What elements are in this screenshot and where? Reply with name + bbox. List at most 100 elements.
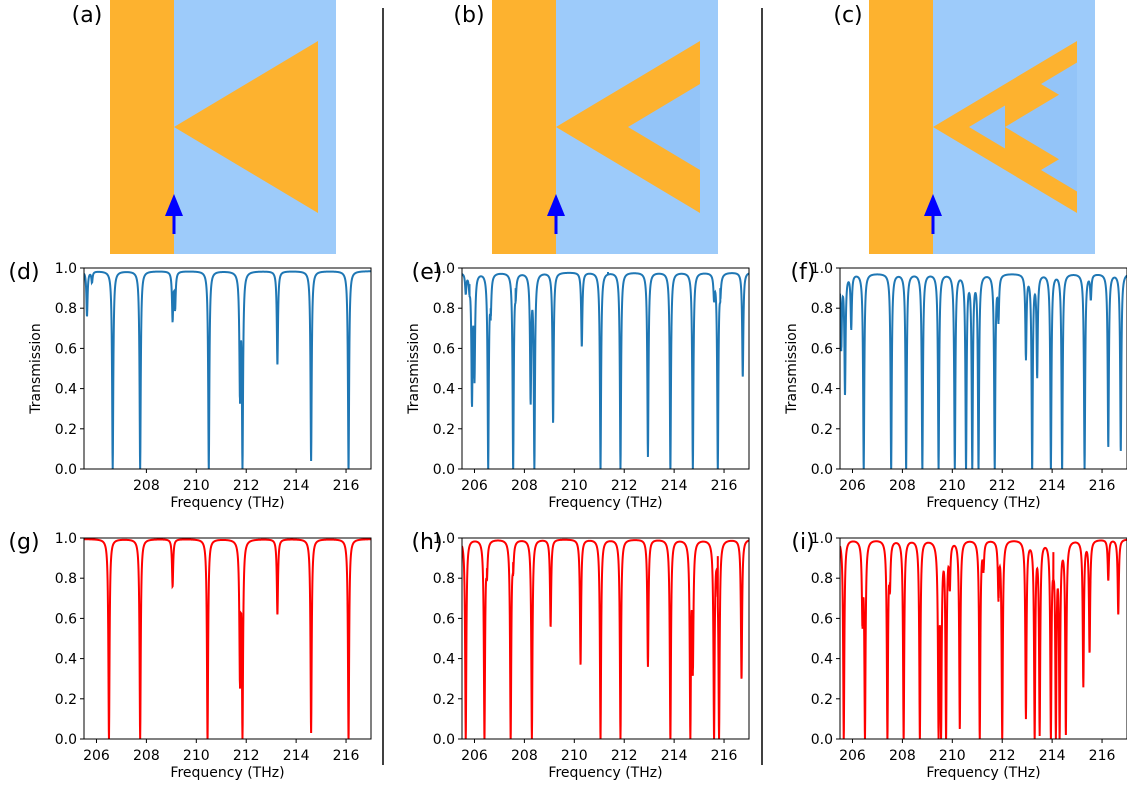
y-tick-label: 0.4 (433, 382, 455, 398)
y-axis-label: Transmission (28, 323, 44, 414)
transmission-curve (462, 271, 749, 470)
y-tick-label: 0.4 (811, 382, 833, 398)
plot-frame (461, 537, 750, 740)
y-tick-label: 0.8 (433, 571, 455, 587)
y-tick-label: 0.0 (55, 462, 77, 478)
transmission-curve (840, 538, 1127, 740)
x-axis-label: Frequency (THz) (926, 495, 1040, 511)
x-tick-label: 212 (989, 478, 1016, 494)
schematic-panel-b: (b) (453, 0, 718, 254)
x-tick-label: 206 (461, 478, 488, 494)
fractal-hole (1041, 148, 1077, 192)
x-axis-label: Frequency (THz) (548, 765, 662, 781)
x-tick-label: 214 (661, 748, 688, 764)
y-tick-label: 0.6 (433, 611, 455, 627)
x-tick-label: 210 (939, 478, 966, 494)
y-tick-label: 0.8 (55, 301, 77, 317)
y-tick-label: 0.2 (433, 422, 455, 438)
y-tick-label: 0.8 (811, 301, 833, 317)
y-tick-label: 0.0 (433, 732, 455, 748)
y-tick-label: 0.8 (811, 571, 833, 587)
x-tick-label: 216 (1089, 748, 1116, 764)
schematic-panel-c: (c) (833, 0, 1095, 254)
panel-label: (g) (8, 530, 39, 555)
x-tick-label: 212 (233, 478, 260, 494)
y-tick-label: 0.0 (811, 462, 833, 478)
x-tick-label: 208 (511, 748, 538, 764)
bus-waveguide (492, 0, 556, 254)
transmission-curve (840, 273, 1127, 470)
panel-label: (e) (412, 260, 443, 285)
y-tick-label: 0.6 (811, 611, 833, 627)
transmission-chart-e: 0.0 0.2 0.4 0.6 0.8 1.0 206 208 210 212 214 216 Freq… (406, 260, 750, 511)
fractal-hole (1005, 84, 1077, 170)
bus-waveguide (869, 0, 933, 254)
x-tick-label: 212 (233, 748, 260, 764)
y-tick-label: 0.4 (433, 652, 455, 668)
x-tick-label: 216 (711, 748, 738, 764)
panel-label: (h) (411, 530, 442, 555)
y-axis-label: Transmission (406, 323, 422, 414)
fractal-hole (969, 105, 1005, 149)
x-tick-label: 208 (133, 478, 160, 494)
y-tick-label: 0.2 (55, 692, 77, 708)
y-tick-label: 0.6 (433, 341, 455, 357)
y-tick-label: 1.0 (811, 261, 833, 277)
transmission-curve (84, 538, 371, 740)
y-axis-label: Transmission (784, 323, 800, 414)
transmission-chart-h: 0.0 0.2 0.4 0.6 0.8 1.0 206 208 210 212 214 216 Freq… (411, 530, 750, 781)
x-tick-label: 208 (889, 478, 916, 494)
bus-waveguide (110, 0, 174, 254)
x-tick-label: 210 (561, 748, 588, 764)
x-tick-label: 208 (133, 748, 160, 764)
x-tick-label: 206 (839, 748, 866, 764)
x-tick-label: 210 (561, 478, 588, 494)
input-arrow-icon (924, 194, 942, 216)
y-tick-label: 0.4 (55, 382, 77, 398)
input-arrow-icon (165, 194, 183, 216)
y-tick-label: 1.0 (811, 531, 833, 547)
y-tick-label: 0.8 (55, 571, 77, 587)
input-arrow-icon (547, 194, 565, 216)
y-tick-label: 0.6 (811, 341, 833, 357)
panel-label: (b) (453, 3, 484, 28)
x-axis-label: Frequency (THz) (170, 765, 284, 781)
plot-frame (83, 537, 372, 740)
plot-frame (461, 267, 750, 470)
transmission-curve (84, 270, 371, 470)
x-tick-label: 210 (183, 748, 210, 764)
y-tick-label: 0.8 (433, 301, 455, 317)
x-tick-label: 216 (333, 748, 360, 764)
x-tick-label: 214 (661, 478, 688, 494)
x-tick-label: 206 (461, 748, 488, 764)
y-tick-label: 0.0 (433, 462, 455, 478)
x-axis-label: Frequency (THz) (548, 495, 662, 511)
x-tick-label: 212 (611, 748, 638, 764)
fractal-triangle (174, 41, 318, 213)
transmission-chart-g: 0.0 0.2 0.4 0.6 0.8 1.0 206 208 210 212 214 216 Freq… (8, 530, 372, 781)
y-tick-label: 0.0 (55, 732, 77, 748)
x-tick-label: 216 (711, 478, 738, 494)
panel-label: (f) (791, 260, 816, 285)
x-tick-label: 208 (511, 478, 538, 494)
panel-label: (a) (72, 3, 103, 28)
y-tick-label: 0.2 (811, 422, 833, 438)
x-axis-label: Frequency (THz) (170, 495, 284, 511)
x-tick-label: 216 (1089, 478, 1116, 494)
y-tick-label: 1.0 (433, 531, 455, 547)
transmission-chart-f: 0.0 0.2 0.4 0.6 0.8 1.0 206 208 210 212 214 216 Freq… (784, 260, 1127, 511)
x-tick-label: 212 (611, 478, 638, 494)
y-tick-label: 0.2 (433, 692, 455, 708)
x-tick-label: 214 (283, 478, 310, 494)
panel-label: (i) (791, 530, 814, 555)
y-tick-label: 0.2 (811, 692, 833, 708)
panel-label: (c) (833, 3, 862, 28)
x-tick-label: 208 (889, 748, 916, 764)
transmission-chart-i: 0.0 0.2 0.4 0.6 0.8 1.0 206 208 210 212 214 216 Freq… (791, 530, 1127, 781)
y-tick-label: 0.2 (55, 422, 77, 438)
x-tick-label: 214 (1039, 478, 1066, 494)
y-tick-label: 0.6 (55, 341, 77, 357)
plot-frame (839, 537, 1127, 740)
x-tick-label: 216 (333, 478, 360, 494)
